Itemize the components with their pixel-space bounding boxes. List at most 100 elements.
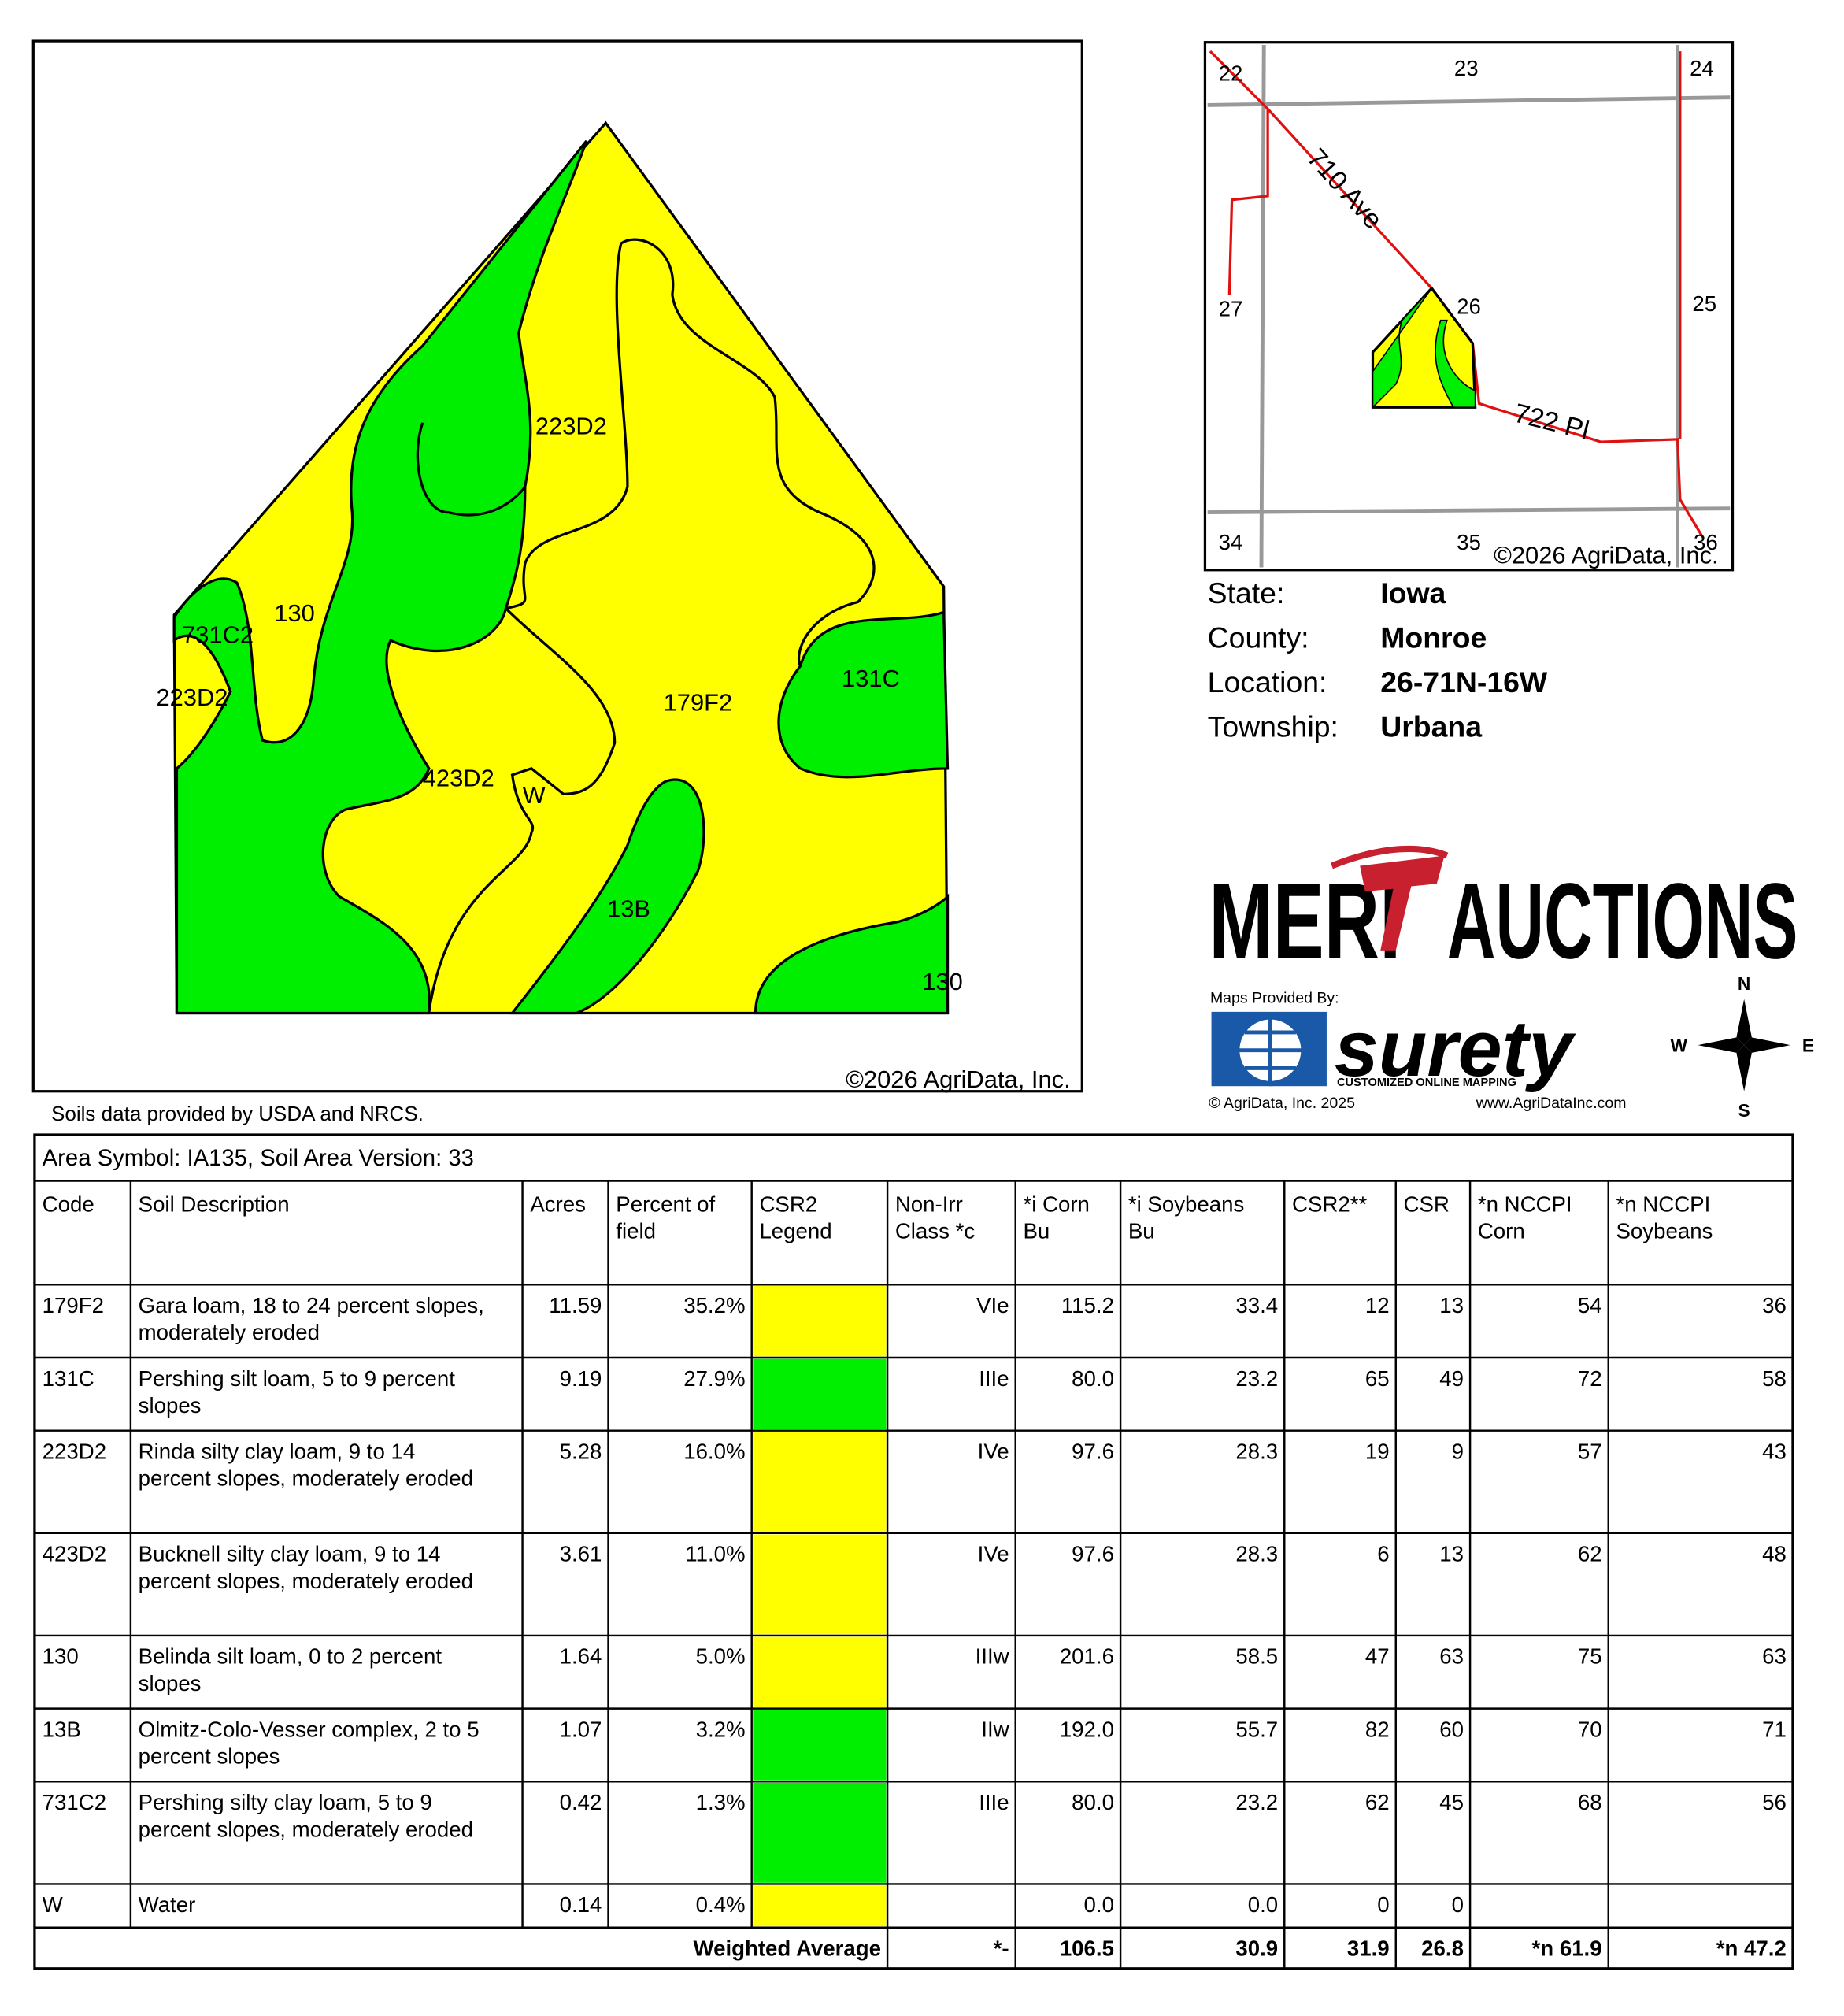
cell-csr2: 6	[1377, 1542, 1389, 1566]
location-info: State: Iowa County: Monroe Location: 26-71N-1…	[1208, 576, 1548, 743]
cell-nccpi-soybeans: 48	[1762, 1542, 1787, 1566]
csr2-legend	[753, 1285, 887, 1357]
soil-description: Olmitz-Colo-Vesser complex, 2 to 5	[139, 1717, 480, 1741]
footer-corn: 106.5	[1060, 1936, 1114, 1961]
map-label: 130	[922, 968, 963, 995]
map-copyright: ©2026 AgriData, Inc.	[846, 1065, 1071, 1093]
column-header: *n NCCPI	[1616, 1192, 1711, 1217]
section-number: 36	[1694, 530, 1718, 554]
map-label: 423D2	[423, 765, 494, 792]
cell-soybeans: 0.0	[1248, 1892, 1278, 1917]
cell-corn: 80.0	[1072, 1366, 1114, 1391]
compass-w: W	[1670, 1035, 1687, 1055]
cell-csr: 45	[1439, 1790, 1464, 1814]
cell-nccpi-soybeans: 56	[1762, 1790, 1787, 1814]
map-label: 731C2	[182, 621, 254, 648]
column-header: Code	[43, 1192, 94, 1217]
cell-percent: 1.3%	[696, 1790, 746, 1814]
section-number: 22	[1219, 61, 1243, 85]
map-label: 131C	[842, 665, 900, 692]
cell-nccpi-corn: 54	[1578, 1293, 1602, 1317]
cell-class: IIw	[981, 1717, 1009, 1741]
cell-percent: 11.0%	[685, 1542, 745, 1566]
soil-description: slopes	[139, 1671, 202, 1695]
cell-csr2: 65	[1365, 1366, 1390, 1391]
cell-csr: 63	[1439, 1644, 1464, 1669]
cell-code: 131C	[43, 1366, 94, 1391]
cell-acres: 11.59	[549, 1293, 602, 1317]
column-header: Percent of	[616, 1192, 715, 1217]
cell-csr2: 12	[1365, 1293, 1390, 1317]
compass: N E S W	[1670, 973, 1814, 1121]
agridata-credit: © AgriData, Inc. 2025	[1209, 1095, 1355, 1112]
cell-soybeans: 23.2	[1235, 1366, 1278, 1391]
cell-corn: 97.6	[1072, 1439, 1114, 1463]
section-number: 23	[1454, 56, 1479, 80]
map-label: 179F2	[664, 689, 733, 717]
section-number: 35	[1457, 530, 1481, 554]
soil-description: percent slopes, moderately eroded	[139, 1569, 473, 1593]
cell-soybeans: 33.4	[1235, 1293, 1278, 1317]
cell-nccpi-soybeans: 63	[1762, 1644, 1787, 1669]
tagline: CUSTOMIZED ONLINE MAPPING	[1337, 1077, 1516, 1089]
cell-csr2: 62	[1365, 1790, 1390, 1814]
cell-soybeans: 28.3	[1235, 1439, 1278, 1463]
footer-nccpi-corn: *n 61.9	[1532, 1936, 1602, 1961]
column-header: CSR2	[759, 1192, 817, 1217]
info-value: Urbana	[1380, 710, 1483, 743]
cell-csr: 0	[1452, 1892, 1464, 1917]
column-header: *n NCCPI	[1478, 1192, 1572, 1217]
map-label: 130	[274, 599, 315, 627]
cell-code: 130	[43, 1644, 79, 1669]
compass-e: E	[1802, 1035, 1814, 1055]
cell-code: 179F2	[43, 1293, 104, 1317]
cell-acres: 3.61	[560, 1542, 602, 1566]
soil-description: slopes	[139, 1393, 202, 1418]
info-value: Monroe	[1380, 621, 1487, 654]
soil-description: Belinda silt loam, 0 to 2 percent	[139, 1644, 442, 1669]
cell-class: IIIe	[979, 1790, 1009, 1814]
cell-nccpi-soybeans: 71	[1762, 1717, 1787, 1741]
csr2-legend	[753, 1710, 887, 1781]
cell-soybeans: 23.2	[1235, 1790, 1278, 1814]
cell-nccpi-soybeans: 43	[1762, 1439, 1787, 1463]
soil-description: moderately eroded	[139, 1320, 320, 1344]
soil-description: Pershing silty clay loam, 5 to 9	[139, 1790, 432, 1814]
footer-class: *-	[994, 1936, 1009, 1961]
column-header: Soil Description	[139, 1192, 290, 1217]
soil-description: percent slopes, moderately eroded	[139, 1466, 473, 1491]
section-number: 27	[1219, 297, 1243, 321]
cell-corn: 115.2	[1061, 1293, 1114, 1317]
cell-nccpi-corn: 72	[1578, 1366, 1602, 1391]
cell-nccpi-soybeans: 36	[1762, 1293, 1787, 1317]
cell-acres: 1.07	[560, 1717, 602, 1741]
soil-map: 223D2 130 731C2 223D2 179F2 131C 423D2 W…	[31, 39, 1083, 1093]
map-label: 13B	[607, 895, 650, 923]
cell-percent: 3.2%	[696, 1717, 746, 1741]
cell-acres: 0.14	[560, 1892, 602, 1917]
map-label: 223D2	[156, 684, 228, 711]
map-label: 223D2	[535, 412, 607, 439]
csr2-legend	[753, 1636, 887, 1708]
logo: MERI AUCTIONS Maps Provided By: surety C…	[1209, 845, 1798, 1112]
footer-csr2: 31.9	[1347, 1936, 1390, 1961]
cell-soybeans: 55.7	[1235, 1717, 1278, 1741]
cell-soybeans: 58.5	[1235, 1644, 1278, 1669]
cell-csr2: 47	[1365, 1644, 1390, 1669]
cell-percent: 0.4%	[696, 1892, 746, 1917]
map-label: W	[523, 781, 546, 809]
csr2-legend	[753, 1885, 887, 1927]
cell-nccpi-corn: 75	[1578, 1644, 1602, 1669]
csr2-legend	[753, 1782, 887, 1883]
cell-corn: 192.0	[1060, 1717, 1114, 1741]
cell-percent: 35.2%	[683, 1293, 745, 1317]
cell-percent: 5.0%	[696, 1644, 746, 1669]
brand: AUCTIONS	[1447, 861, 1798, 981]
cell-corn: 0.0	[1084, 1892, 1114, 1917]
cell-csr: 9	[1452, 1439, 1464, 1463]
cell-csr2: 82	[1365, 1717, 1390, 1741]
soil-table: Area Symbol: IA135, Soil Area Version: 3…	[33, 1133, 1794, 1970]
cell-class: IIIe	[979, 1366, 1009, 1391]
